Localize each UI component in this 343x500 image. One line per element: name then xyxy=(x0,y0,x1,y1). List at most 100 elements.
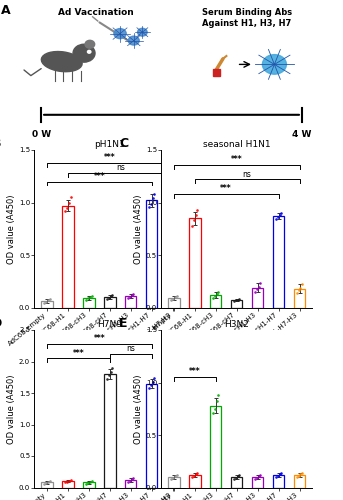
Point xyxy=(62,478,68,486)
Bar xyxy=(41,482,52,488)
Point xyxy=(258,471,263,479)
Bar xyxy=(231,477,243,488)
Point xyxy=(68,193,73,201)
Text: ***: *** xyxy=(104,153,116,162)
Point xyxy=(168,475,174,483)
Text: Serum Binding Abs
Against H1, H3, H7: Serum Binding Abs Against H1, H3, H7 xyxy=(202,8,292,28)
Point xyxy=(193,470,198,478)
Text: D: D xyxy=(0,318,2,330)
Bar xyxy=(294,288,305,308)
Point xyxy=(62,207,68,215)
Point xyxy=(237,471,242,479)
Bar xyxy=(213,70,220,75)
Point xyxy=(174,471,179,479)
Text: ***: *** xyxy=(93,172,105,180)
Bar xyxy=(273,216,284,308)
Point xyxy=(127,476,132,484)
Point xyxy=(189,473,195,481)
Point xyxy=(87,478,93,486)
Point xyxy=(174,292,179,300)
Point xyxy=(210,409,216,417)
Point xyxy=(47,295,52,303)
Bar xyxy=(168,477,179,488)
Text: ***: *** xyxy=(72,348,84,358)
Point xyxy=(45,296,50,304)
Point xyxy=(171,277,176,285)
Bar xyxy=(252,288,263,308)
Point xyxy=(146,202,152,210)
Bar xyxy=(146,384,157,488)
Title: seasonal H1N1: seasonal H1N1 xyxy=(203,140,271,149)
Bar xyxy=(62,206,74,308)
Point xyxy=(85,479,91,487)
Point xyxy=(169,291,175,299)
Point xyxy=(47,477,52,485)
Point xyxy=(125,478,131,486)
Point xyxy=(214,398,220,406)
Y-axis label: OD value (A450): OD value (A450) xyxy=(134,374,143,444)
Point xyxy=(83,480,89,488)
Point xyxy=(168,296,174,304)
Point xyxy=(42,480,47,488)
Bar xyxy=(62,481,74,488)
Bar xyxy=(168,298,179,308)
Point xyxy=(275,213,281,221)
Bar xyxy=(83,482,95,488)
Point xyxy=(106,372,111,380)
Point xyxy=(110,364,115,372)
Point xyxy=(195,206,200,214)
Point xyxy=(256,282,261,290)
Point xyxy=(195,469,200,477)
Point xyxy=(104,295,110,303)
Point xyxy=(273,473,279,481)
Bar xyxy=(273,475,284,488)
Point xyxy=(89,292,94,300)
Point xyxy=(148,200,154,207)
Text: ns: ns xyxy=(126,344,135,353)
Point xyxy=(66,476,71,484)
Point xyxy=(233,296,238,304)
Point xyxy=(87,293,93,301)
Y-axis label: OD value (A450): OD value (A450) xyxy=(7,194,16,264)
Point xyxy=(170,295,176,303)
Point xyxy=(299,469,305,477)
Point xyxy=(299,280,305,288)
Point xyxy=(68,476,73,484)
Point xyxy=(256,472,261,480)
Point xyxy=(110,291,115,299)
Point xyxy=(127,293,132,301)
Point xyxy=(233,474,238,482)
Point xyxy=(277,470,282,478)
Point xyxy=(252,288,258,296)
Point xyxy=(231,297,237,305)
Bar xyxy=(252,477,263,488)
Bar xyxy=(41,301,52,308)
Point xyxy=(273,216,279,224)
Point xyxy=(212,405,217,413)
Point xyxy=(172,293,177,301)
Point xyxy=(148,382,154,390)
Point xyxy=(167,298,173,306)
Text: 0 W: 0 W xyxy=(32,130,51,139)
Text: ns: ns xyxy=(116,164,125,172)
Text: Ad Vaccination: Ad Vaccination xyxy=(58,8,134,18)
Point xyxy=(150,378,155,386)
Point xyxy=(108,292,114,300)
Point xyxy=(108,368,114,376)
Text: A: A xyxy=(1,4,10,17)
Point xyxy=(216,391,221,399)
Point xyxy=(193,211,198,219)
Point xyxy=(171,462,176,470)
Bar xyxy=(104,297,116,308)
Circle shape xyxy=(87,50,91,53)
Text: ***: *** xyxy=(93,334,105,343)
Point xyxy=(43,479,49,487)
Point xyxy=(85,294,91,302)
Text: C: C xyxy=(119,138,128,150)
Bar xyxy=(167,468,178,487)
Y-axis label: OD value (A450): OD value (A450) xyxy=(134,194,143,264)
Point xyxy=(152,190,157,198)
Circle shape xyxy=(85,40,95,48)
Point xyxy=(150,194,155,202)
Circle shape xyxy=(138,28,147,36)
